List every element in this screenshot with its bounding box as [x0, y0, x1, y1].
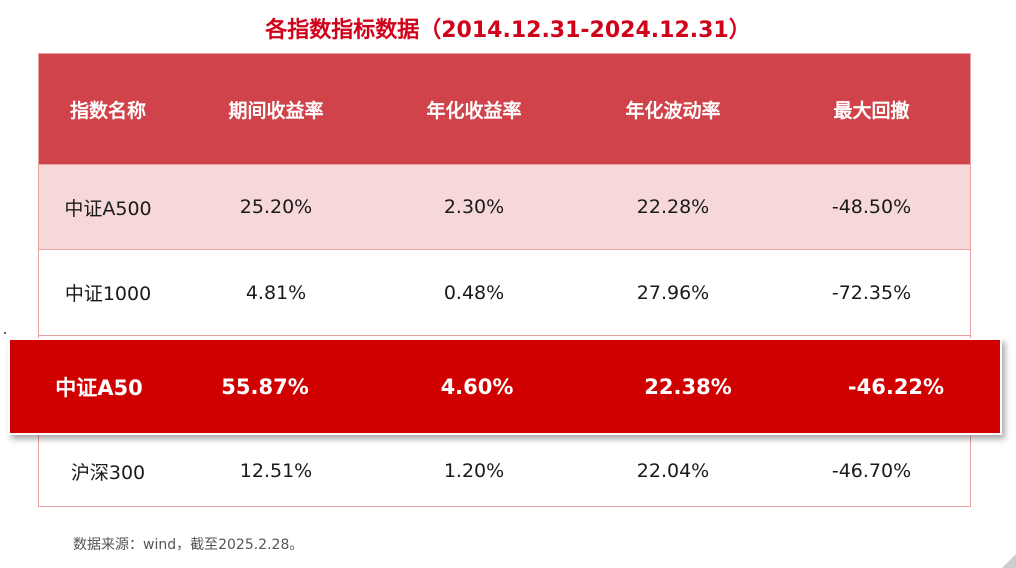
header-annualized-return: 年化收益率 [426, 99, 522, 122]
cell-max-drawdown: -72.35% [831, 281, 912, 304]
page-title: 各指数指标数据（2014.12.31-2024.12.31） [265, 18, 751, 43]
data-source-note: 数据来源：wind，截至2025.2.28。 [73, 537, 304, 553]
cell-annualized-return: 2.30% [443, 196, 505, 218]
cell-max-drawdown: -48.50% [831, 196, 912, 218]
index-metrics-table: 指数名称 期间收益率 年化收益率 年化波动率 最大回撤 中证A500 25.20… [38, 53, 971, 507]
header-max-drawdown: 最大回撤 [833, 99, 910, 122]
header-index-name: 指数名称 [69, 99, 146, 122]
table-row: 中证A500 25.20% 2.30% 22.28% -48.50% [39, 164, 970, 250]
header-annualized-volatility: 年化波动率 [625, 99, 721, 122]
cell-index-name: 中证1000 [64, 283, 152, 305]
header-period-return: 期间收益率 [228, 99, 324, 122]
cell-annualized-volatility: 27.96% [636, 281, 710, 304]
cell-annualized-return: 0.48% [443, 281, 505, 304]
cell-annualized-return: 1.20% [443, 460, 505, 482]
page-corner-fold [1002, 554, 1016, 568]
cell-period-return: 25.20% [239, 196, 313, 218]
table-header-row: 指数名称 期间收益率 年化收益率 年化波动率 最大回撤 [39, 54, 970, 164]
cell-annualized-volatility: 22.28% [636, 196, 710, 218]
cell-period-return: 12.51% [239, 460, 313, 482]
cell-annualized-return: 4.60% [440, 374, 514, 399]
cell-annualized-volatility: 22.38% [644, 374, 732, 399]
table-row: 沪深300 12.51% 1.20% 22.04% -46.70% [39, 436, 970, 506]
cell-period-return: 4.81% [245, 281, 307, 304]
cell-max-drawdown: -46.70% [831, 460, 912, 482]
highlighted-table-row: 中证A50 55.87% 4.60% 22.38% -46.22% [8, 338, 1002, 435]
table-row: 中证1000 4.81% 0.48% 27.96% -72.35% [39, 250, 970, 336]
stray-dot [4, 332, 6, 334]
cell-period-return: 55.87% [221, 374, 309, 399]
cell-max-drawdown: -46.22% [847, 374, 945, 399]
cell-index-name: 中证A50 [55, 375, 143, 400]
cell-index-name: 中证A500 [64, 197, 152, 220]
cell-index-name: 沪深300 [70, 461, 146, 484]
cell-annualized-volatility: 22.04% [636, 460, 710, 482]
